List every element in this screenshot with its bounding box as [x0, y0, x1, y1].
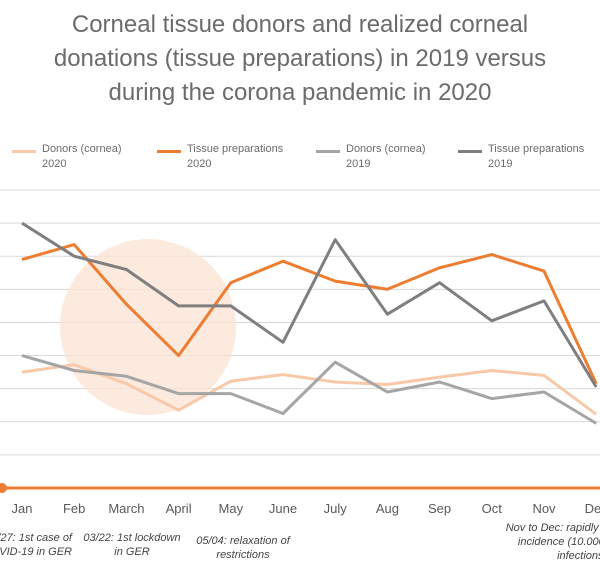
x-tick-label: March [108, 501, 144, 516]
x-tick-label: Jan [12, 501, 33, 516]
x-tick-label: Aug [376, 501, 399, 516]
series-line-3 [21, 221, 598, 388]
x-tick-label: May [219, 501, 244, 516]
legend-label-tissue-2020: Tissue preparations 2020 [187, 143, 284, 170]
annotation-first-lockdown: 03/22: 1st lockdown in GER [83, 532, 181, 558]
series-line-1 [21, 243, 598, 385]
series-lines [21, 221, 598, 425]
legend-swatch-donors-2019 [316, 150, 340, 153]
x-tick-label: July [324, 501, 348, 516]
x-tick-label: June [269, 501, 297, 516]
annotation-first-case: 01/27: 1st case of COVID-19 in GER [0, 532, 72, 558]
x-tick-label: Dec [585, 501, 600, 516]
chart-title-line-2: donations (tissue preparations) in 2019 … [53, 45, 547, 72]
annotation-relaxation: 05/04: relaxation of restrictions [196, 535, 290, 561]
legend-swatch-donors-2020 [12, 150, 36, 153]
chart-title: Corneal tissue donors and realized corne… [0, 8, 600, 110]
series-line-2 [21, 354, 597, 425]
legend-label-donors-2019: Donors (cornea) 2019 [346, 143, 426, 170]
series-line-0 [21, 363, 598, 416]
x-tick-label: April [166, 501, 192, 516]
x-tick-label: Nov [532, 501, 556, 516]
legend-swatch-tissue-2020 [157, 150, 181, 153]
legend-swatch-tissue-2019 [458, 150, 482, 153]
x-axis-ticks: Jan Feb March April May June July Aug Sep Oct Nov D… [12, 501, 600, 516]
legend-label-tissue-2019: Tissue preparations 2019 [488, 143, 585, 170]
chart-title-line-3: during the corona pandemic in 2020 [108, 79, 492, 106]
x-tick-label: Sep [428, 501, 451, 516]
annotation-nov-dec: Nov to Dec: rapidly rising incidence (10… [505, 522, 600, 562]
legend-label-donors-2020: Donors (cornea) 2020 [42, 143, 122, 170]
x-tick-label: Oct [482, 501, 503, 516]
x-tick-label: Feb [63, 501, 85, 516]
chart-title-line-1: Corneal tissue donors and realized corne… [71, 11, 529, 38]
timeline-start-marker [0, 483, 7, 493]
